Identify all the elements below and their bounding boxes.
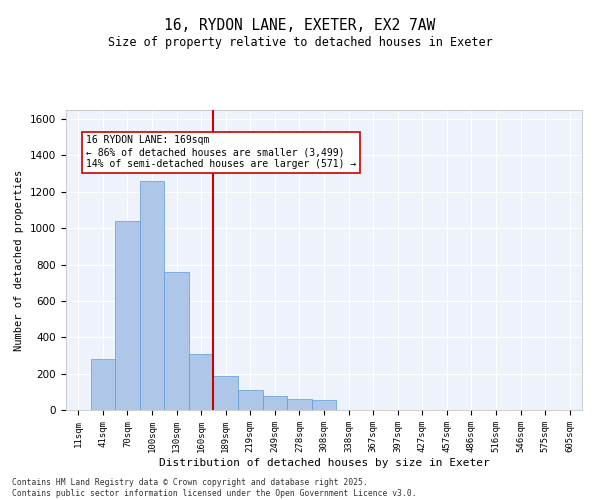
Bar (189, 354, 214, 410)
Bar (238, 390, 263, 410)
Bar (312, 400, 336, 410)
Bar (214, 376, 238, 410)
Bar (91, 359, 115, 410)
Text: 16 RYDON LANE: 169sqm
← 86% of detached houses are smaller (3,499)
14% of semi-d: 16 RYDON LANE: 169sqm ← 86% of detached … (86, 136, 356, 168)
Text: Contains HM Land Registry data © Crown copyright and database right 2025.
Contai: Contains HM Land Registry data © Crown c… (12, 478, 416, 498)
Text: Size of property relative to detached houses in Exeter: Size of property relative to detached ho… (107, 36, 493, 49)
Bar (115, 221, 140, 410)
Bar (287, 399, 312, 410)
Bar (164, 272, 189, 410)
X-axis label: Distribution of detached houses by size in Exeter: Distribution of detached houses by size … (158, 458, 490, 468)
Y-axis label: Number of detached properties: Number of detached properties (14, 170, 25, 350)
Bar (263, 396, 287, 410)
Text: 16, RYDON LANE, EXETER, EX2 7AW: 16, RYDON LANE, EXETER, EX2 7AW (164, 18, 436, 32)
Bar (140, 181, 164, 410)
